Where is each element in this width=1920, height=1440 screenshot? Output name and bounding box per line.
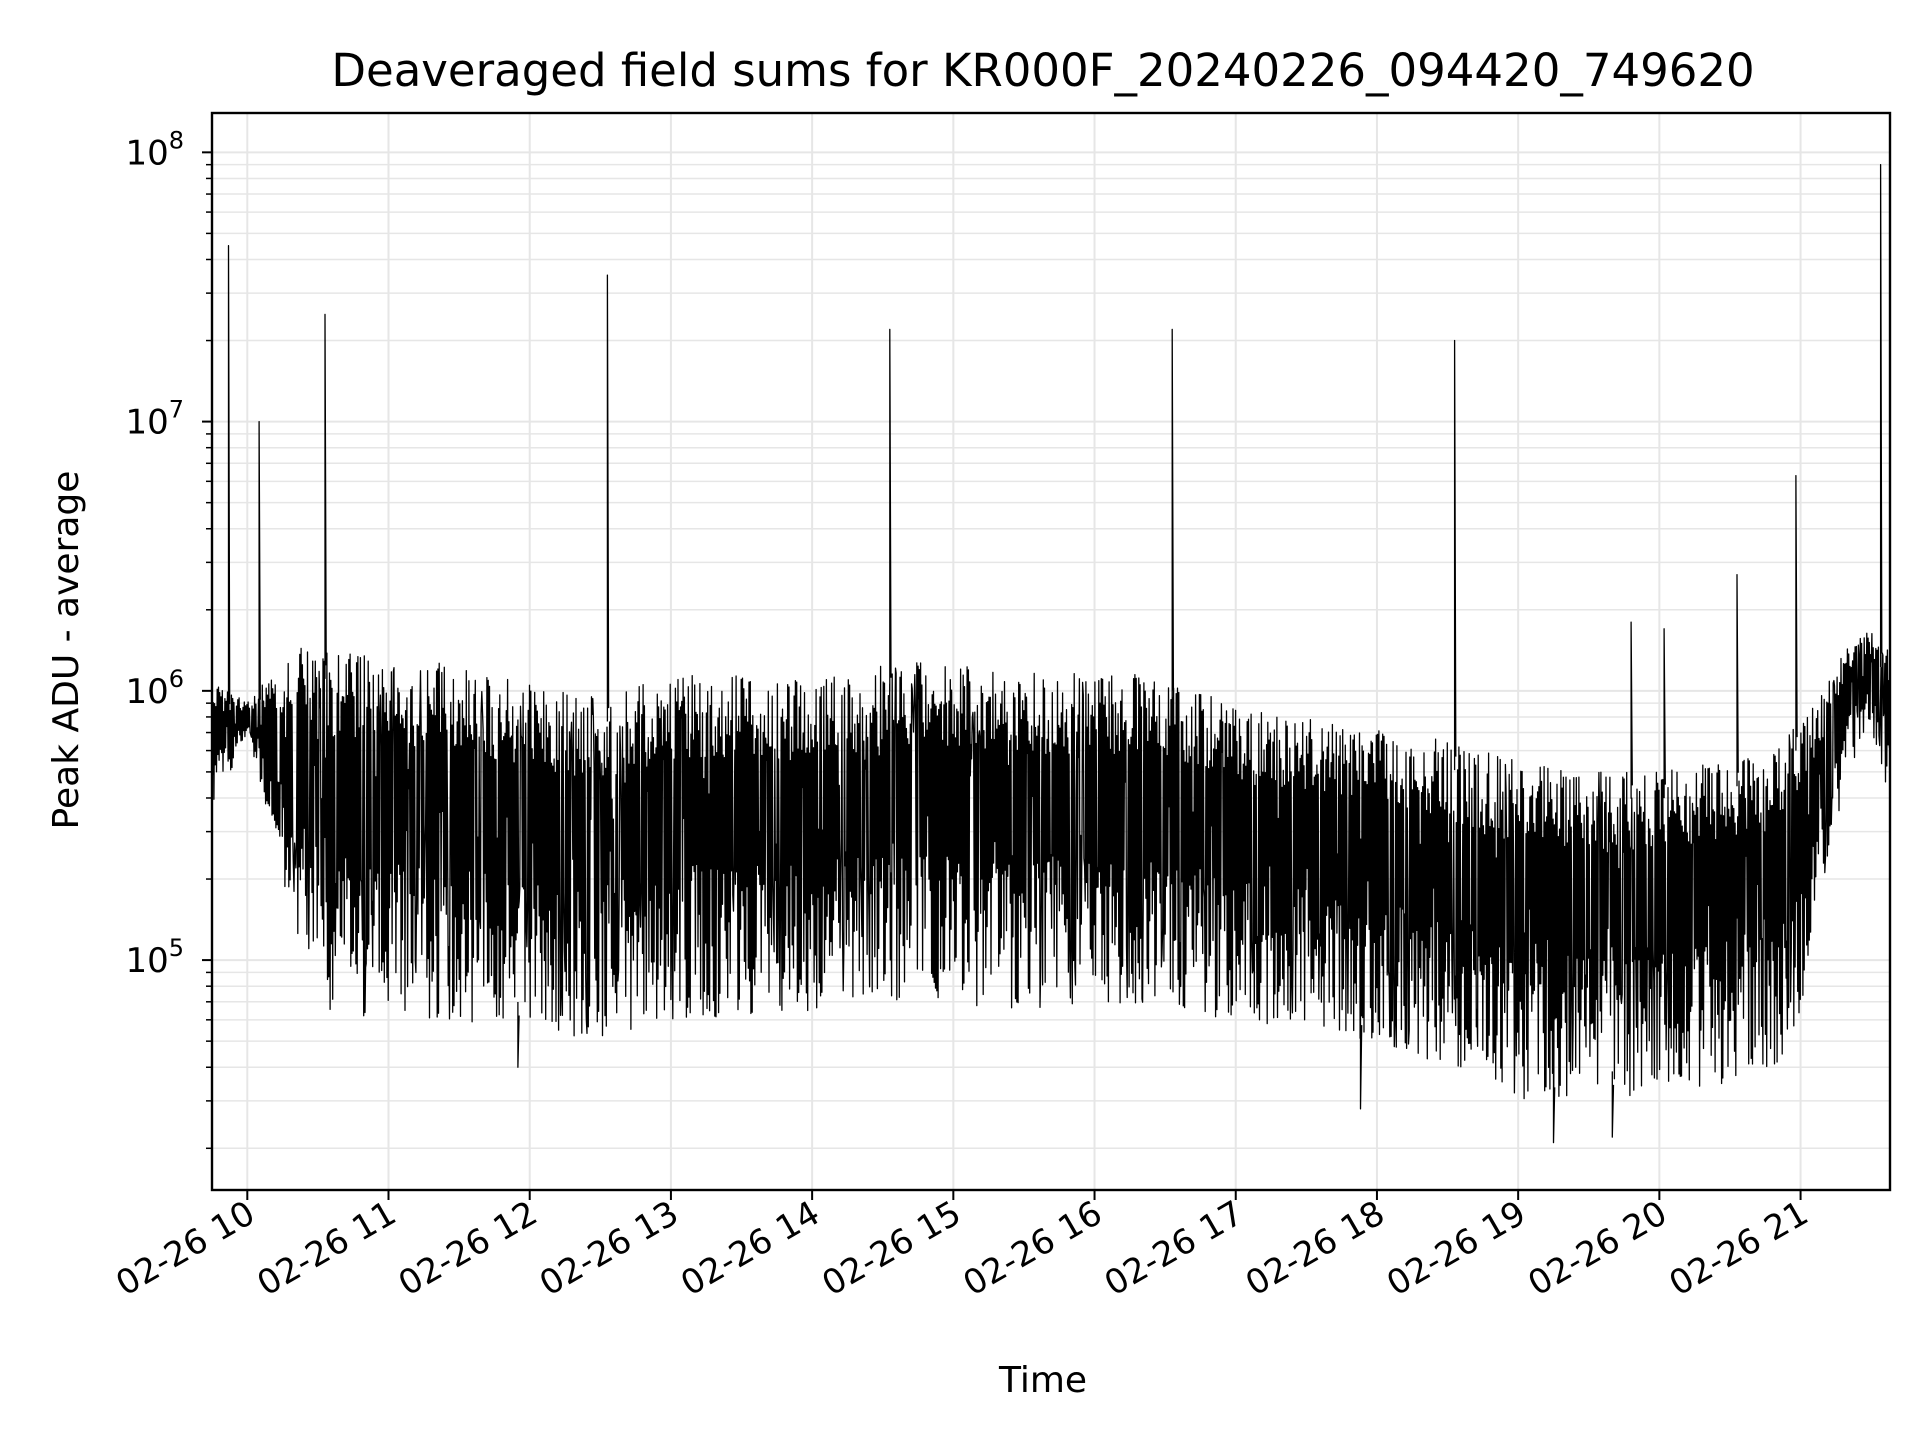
x-tick-label: 02-26 18 xyxy=(1239,1193,1391,1304)
y-tick-label: 108 xyxy=(125,126,184,173)
plot-area-frame xyxy=(210,111,1892,1192)
y-tick-label: 106 xyxy=(125,665,184,712)
y-tick-label: 107 xyxy=(125,396,184,443)
x-tick-label: 02-26 16 xyxy=(957,1193,1109,1304)
x-tick-label: 02-26 13 xyxy=(533,1193,685,1304)
x-tick-label: 02-26 21 xyxy=(1663,1193,1815,1304)
x-tick-label: 02-26 14 xyxy=(674,1193,826,1304)
y-tick-label: 105 xyxy=(125,934,184,981)
y-axis-label: Peak ADU - average xyxy=(46,471,87,830)
x-tick-label: 02-26 11 xyxy=(251,1193,403,1304)
x-tick-label: 02-26 10 xyxy=(109,1193,261,1304)
series-trace xyxy=(211,164,1891,1144)
x-tick-label: 02-26 15 xyxy=(815,1193,967,1304)
x-tick-label: 02-26 12 xyxy=(392,1193,544,1304)
x-tick-label: 02-26 19 xyxy=(1380,1193,1532,1304)
series-line xyxy=(211,164,1891,1144)
x-tick-label: 02-26 17 xyxy=(1098,1193,1250,1304)
chart-title: Deaveraged field sums for KR000F_2024022… xyxy=(331,44,1754,97)
x-axis-label: Time xyxy=(998,1360,1087,1401)
x-tick-label: 02-26 20 xyxy=(1521,1193,1673,1304)
